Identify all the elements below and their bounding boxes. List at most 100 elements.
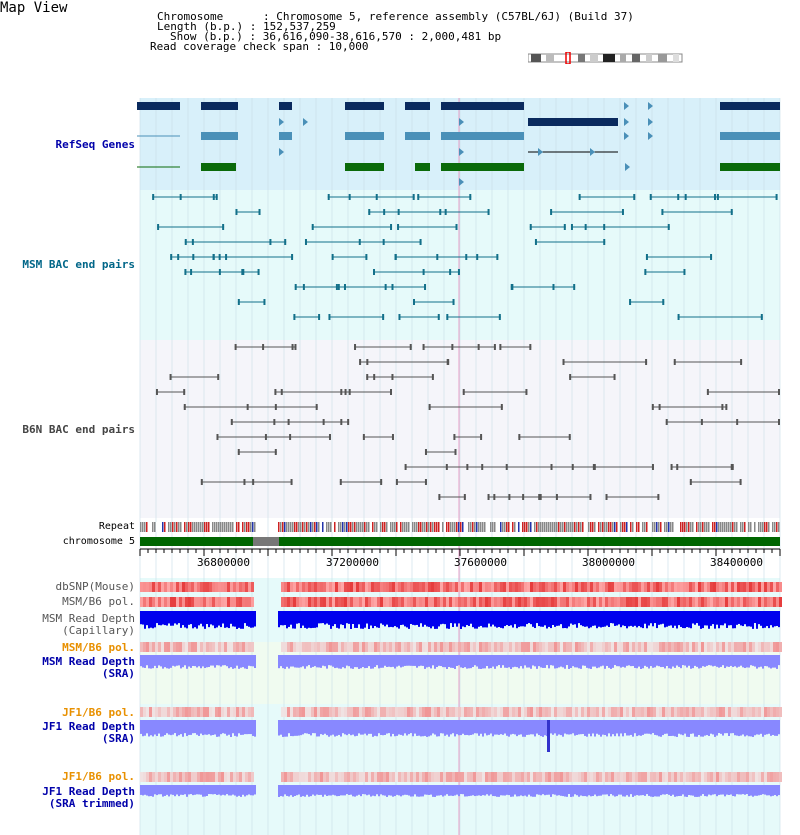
- b6n-bac-label[interactable]: B6N BAC end pairs: [22, 423, 135, 436]
- depth-bar: [344, 611, 346, 629]
- depth-bar: [476, 611, 478, 629]
- pol-cell: [755, 642, 758, 652]
- pol-cell: [230, 582, 233, 592]
- pol-cell: [338, 707, 341, 717]
- depth-bar: [696, 785, 698, 797]
- pol-cell: [743, 597, 746, 607]
- depth-bar: [242, 611, 244, 629]
- pol-cell: [185, 582, 188, 592]
- depth-bar: [224, 611, 226, 628]
- pol-cell: [581, 597, 584, 607]
- pol-cell: [683, 597, 686, 607]
- pol-cell: [416, 582, 419, 592]
- gene-arrow: [648, 132, 653, 140]
- pol-cell: [374, 642, 377, 652]
- pol-cell: [593, 597, 596, 607]
- b6n-bac-pair-end: [200, 479, 203, 485]
- pol-cell: [308, 597, 311, 607]
- depth-bar: [362, 655, 364, 668]
- depth-bar: [326, 611, 328, 624]
- pol-cell: [251, 772, 254, 782]
- msm-b6-pol-sra-label: MSM/B6 pol.: [62, 641, 135, 654]
- depth-bar: [592, 785, 594, 797]
- depth-bar: [698, 785, 700, 797]
- gene-arrow: [459, 148, 464, 156]
- msm-bac-pair-end: [603, 239, 606, 245]
- pol-cell: [722, 597, 725, 607]
- pol-cell: [716, 772, 719, 782]
- depth-bar: [294, 785, 296, 796]
- depth-bar: [224, 720, 226, 734]
- depth-bar: [312, 611, 314, 628]
- depth-bar: [602, 720, 604, 735]
- depth-bar: [380, 611, 382, 624]
- pol-cell: [569, 597, 572, 607]
- pol-cell: [281, 597, 284, 607]
- msm-bac-label[interactable]: MSM BAC end pairs: [22, 258, 135, 271]
- depth-bar: [734, 720, 736, 736]
- msm-bac-pair-end: [318, 314, 321, 320]
- repeat-mark: [318, 522, 320, 532]
- pol-cell: [770, 597, 773, 607]
- repeat-mark: [720, 522, 722, 532]
- pol-cell: [185, 772, 188, 782]
- depth-bar: [444, 655, 446, 668]
- depth-bar: [510, 655, 512, 669]
- depth-bar: [776, 720, 778, 736]
- depth-bar: [618, 611, 620, 625]
- depth-bar: [724, 611, 726, 624]
- pol-cell: [689, 582, 692, 592]
- pol-cell: [359, 597, 362, 607]
- pol-cell: [317, 597, 320, 607]
- depth-bar: [770, 655, 772, 669]
- pol-cell: [689, 772, 692, 782]
- depth-bar: [618, 655, 620, 667]
- chromosome-ideogram[interactable]: [528, 52, 684, 64]
- depth-bar: [206, 785, 208, 796]
- pol-cell: [422, 582, 425, 592]
- pol-cell: [434, 642, 437, 652]
- pol-cell: [299, 582, 302, 592]
- pol-cell: [296, 597, 299, 607]
- depth-bar: [282, 785, 284, 797]
- depth-bar: [532, 611, 534, 627]
- pol-cell: [509, 772, 512, 782]
- repeat-mark: [196, 522, 198, 532]
- depth-bar: [386, 655, 388, 668]
- depth-bar: [476, 720, 478, 734]
- depth-bar: [174, 655, 176, 667]
- repeat-mark: [552, 522, 554, 532]
- depth-bar: [700, 785, 702, 796]
- repeat-mark: [420, 522, 422, 532]
- pol-cell: [362, 642, 365, 652]
- pol-cell: [644, 707, 647, 717]
- depth-bar: [408, 785, 410, 796]
- pol-cell: [143, 642, 146, 652]
- pol-cell: [761, 772, 764, 782]
- pol-cell: [614, 707, 617, 717]
- pol-cell: [683, 642, 686, 652]
- pol-cell: [638, 772, 641, 782]
- depth-bar: [440, 655, 442, 667]
- pol-cell: [737, 707, 740, 717]
- repeat-mark: [596, 522, 598, 532]
- depth-bar: [376, 785, 378, 795]
- msm-bac-pair-end: [498, 314, 501, 320]
- pol-cell: [641, 772, 644, 782]
- b6n-bac-pair-end: [155, 389, 158, 395]
- depth-bar: [538, 720, 540, 736]
- repeat-mark: [750, 522, 752, 532]
- refseq-label[interactable]: RefSeq Genes: [55, 138, 135, 151]
- repeat-mark: [754, 522, 756, 532]
- repeat-mark: [450, 522, 452, 532]
- pol-cell: [482, 582, 485, 592]
- repeat-mark: [314, 522, 316, 532]
- pol-cell: [191, 642, 194, 652]
- depth-bar: [576, 785, 578, 796]
- pol-cell: [728, 772, 731, 782]
- pol-cell: [176, 642, 179, 652]
- depth-bar: [416, 720, 418, 736]
- pol-cell: [542, 707, 545, 717]
- depth-bar: [482, 785, 484, 796]
